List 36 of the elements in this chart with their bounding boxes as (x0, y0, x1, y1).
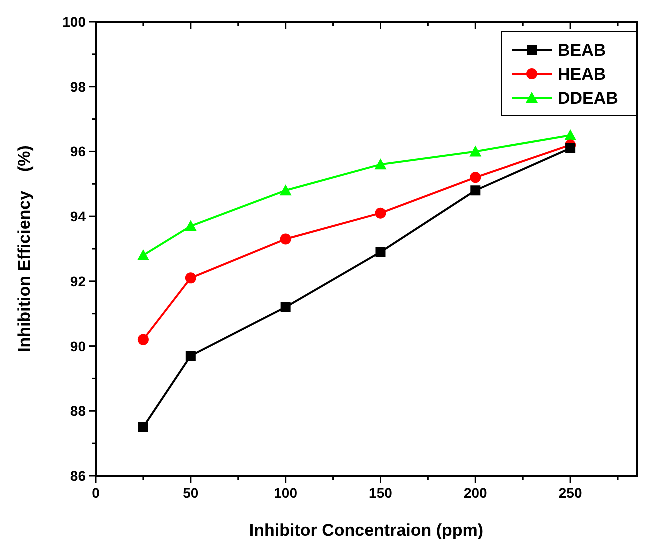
x-tick-label: 50 (183, 485, 199, 501)
y-tick-label: 94 (70, 208, 86, 225)
point (280, 184, 292, 196)
y-tick-label: 90 (70, 338, 86, 354)
x-tick-label: 100 (274, 485, 298, 501)
point (186, 351, 196, 362)
point (374, 158, 387, 170)
point (566, 143, 576, 154)
y-tick-label: 98 (70, 78, 86, 95)
point (376, 247, 386, 258)
point (185, 272, 196, 284)
y-tick-label: 100 (62, 14, 86, 30)
legend-label: DDEAB (558, 89, 618, 108)
point (138, 334, 149, 346)
x-tick-label: 0 (92, 485, 100, 501)
point (184, 220, 197, 232)
point (470, 186, 481, 196)
point (137, 249, 150, 260)
x-axis-title: Inhibitor Concentraion (ppm) (249, 521, 484, 540)
point (470, 146, 482, 157)
x-tick-label: 250 (558, 485, 582, 501)
point (375, 208, 386, 219)
x-tick-label: 200 (464, 485, 488, 501)
y-axis-title: Inhibition Efficiency (%) (15, 146, 34, 352)
point (280, 234, 292, 245)
point (564, 130, 577, 140)
y-tick-label: 86 (70, 468, 86, 484)
point (280, 302, 291, 312)
y-tick-label: 88 (70, 403, 86, 420)
x-tick-label: 150 (369, 485, 393, 501)
y-tick-label: 92 (70, 273, 86, 290)
legend-label: BEAB (558, 41, 606, 60)
y-tick-label: 96 (70, 144, 86, 160)
point (138, 422, 148, 432)
point (470, 172, 482, 184)
legend-label: HEAB (558, 65, 606, 84)
